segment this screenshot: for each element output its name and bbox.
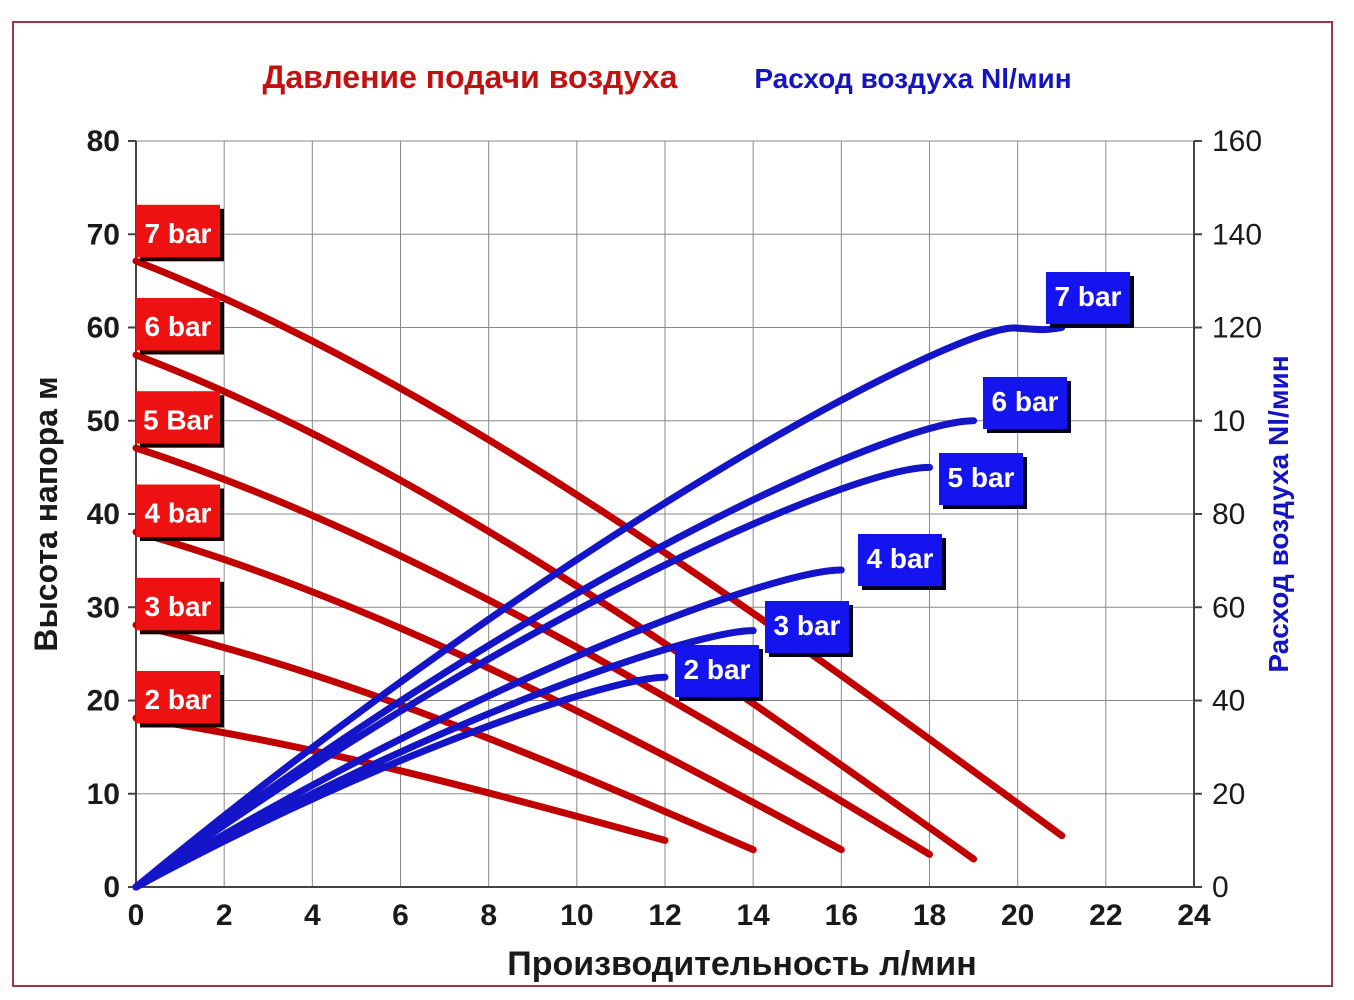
svg-text:4 bar: 4 bar	[145, 498, 212, 529]
svg-text:Производительность л/мин: Производительность л/мин	[507, 945, 977, 983]
svg-text:120: 120	[1212, 312, 1262, 345]
svg-text:18: 18	[913, 899, 946, 932]
svg-text:50: 50	[87, 405, 120, 438]
svg-text:20: 20	[1001, 899, 1034, 932]
svg-text:140: 140	[1212, 218, 1262, 251]
svg-text:3 bar: 3 bar	[774, 610, 841, 641]
svg-text:20: 20	[1212, 778, 1245, 811]
svg-text:24: 24	[1177, 899, 1211, 932]
svg-text:80: 80	[1212, 498, 1245, 531]
svg-text:60: 60	[1212, 591, 1245, 624]
svg-text:60: 60	[87, 312, 120, 345]
svg-text:4: 4	[304, 899, 321, 932]
svg-text:80: 80	[87, 125, 120, 158]
svg-text:Расход воздуха Nl/мин: Расход воздуха Nl/мин	[754, 63, 1071, 94]
svg-text:7 bar: 7 bar	[1055, 281, 1122, 312]
svg-text:10: 10	[1212, 405, 1245, 438]
svg-text:0: 0	[103, 871, 120, 904]
svg-text:12: 12	[648, 899, 681, 932]
svg-text:160: 160	[1212, 125, 1262, 158]
svg-text:6 bar: 6 bar	[145, 311, 212, 342]
svg-text:20: 20	[87, 685, 120, 718]
svg-text:10: 10	[560, 899, 593, 932]
svg-text:70: 70	[87, 218, 120, 251]
svg-text:22: 22	[1089, 899, 1122, 932]
svg-text:40: 40	[87, 498, 120, 531]
svg-text:16: 16	[825, 899, 858, 932]
svg-text:10: 10	[87, 778, 120, 811]
svg-text:0: 0	[128, 899, 145, 932]
svg-text:30: 30	[87, 591, 120, 624]
svg-text:2 bar: 2 bar	[145, 684, 212, 715]
svg-text:2: 2	[216, 899, 233, 932]
svg-text:4 bar: 4 bar	[867, 543, 934, 574]
svg-text:7 bar: 7 bar	[145, 218, 212, 249]
svg-text:14: 14	[736, 899, 770, 932]
svg-text:Расход воздуха Nl/мин: Расход воздуха Nl/мин	[1263, 355, 1294, 672]
svg-text:5 bar: 5 bar	[948, 462, 1015, 493]
svg-text:Высота напора м: Высота напора м	[28, 376, 64, 651]
svg-text:Давление подачи воздуха: Давление подачи воздуха	[263, 59, 678, 95]
svg-text:6: 6	[392, 899, 409, 932]
svg-text:5 Bar: 5 Bar	[143, 404, 213, 435]
svg-text:0: 0	[1212, 871, 1229, 904]
svg-text:3 bar: 3 bar	[145, 591, 212, 622]
svg-text:6 bar: 6 bar	[992, 386, 1059, 417]
svg-text:8: 8	[480, 899, 497, 932]
svg-text:40: 40	[1212, 685, 1245, 718]
svg-text:2 bar: 2 bar	[684, 654, 751, 685]
